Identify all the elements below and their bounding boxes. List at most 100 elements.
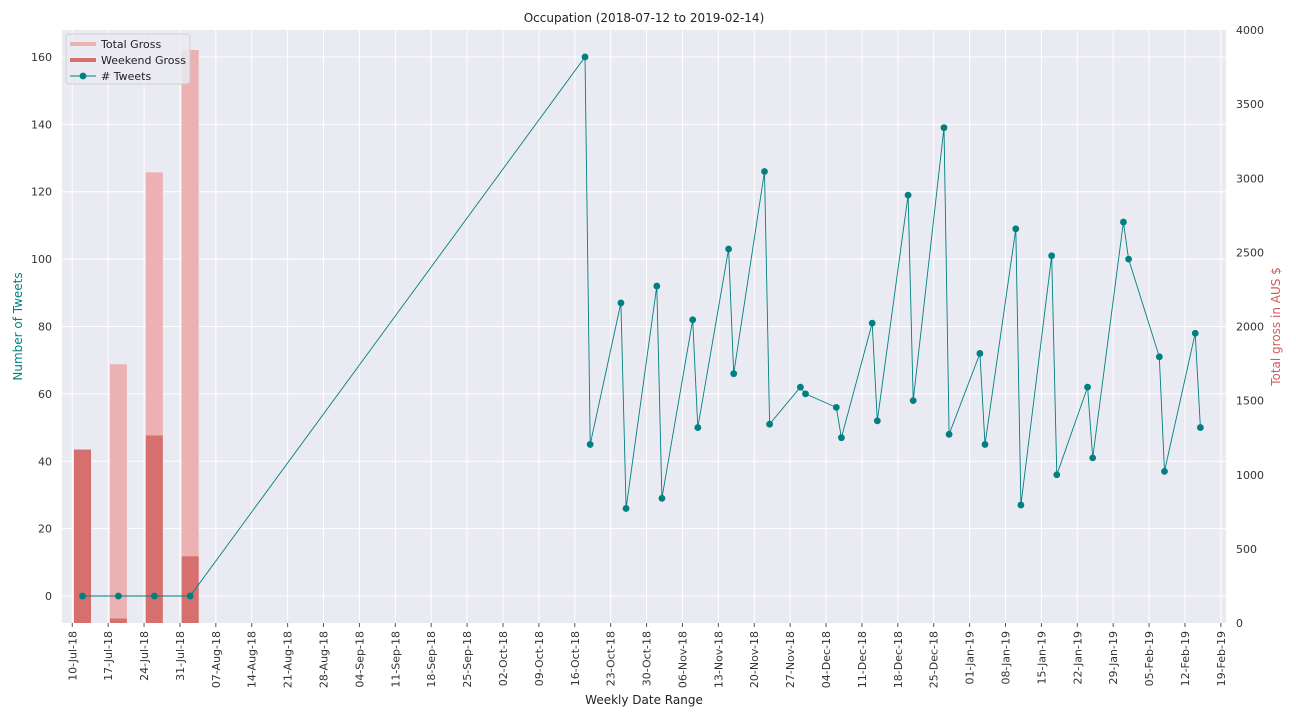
x-tick-label: 25-Sep-18 (461, 631, 474, 688)
tweet-point (1120, 218, 1127, 226)
x-tick-label: 16-Oct-18 (569, 631, 582, 686)
y-left-tick-label: 40 (38, 455, 52, 468)
tweet-point (622, 505, 630, 512)
weekend-gross-bar (181, 556, 199, 623)
weekend-gross-bar (74, 449, 92, 623)
tweet-point (909, 397, 917, 405)
tweet-point (976, 350, 984, 357)
total-gross-bar (181, 50, 199, 624)
legend-marker (79, 72, 87, 80)
legend-label: Weekend Gross (101, 54, 186, 67)
y-right-axis-label: Total gross in AUS $ (1269, 267, 1283, 387)
tweet-point (150, 592, 158, 600)
x-tick-label: 14-Aug-18 (246, 631, 259, 688)
tweet-point (1191, 329, 1199, 337)
x-tick-label: 04-Sep-18 (353, 631, 366, 688)
x-tick-label: 18-Dec-18 (892, 631, 905, 688)
tweet-point (79, 592, 86, 600)
tweets-series (79, 53, 1204, 600)
y-right-tick-label: 2500 (1236, 246, 1264, 259)
x-tick-label: 31-Jul-18 (174, 631, 187, 681)
legend-box (65, 33, 191, 85)
x-tick-label: 02-Oct-18 (497, 631, 510, 686)
x-tick-label: 24-Jul-18 (138, 631, 151, 681)
y-right-tick-label: 3500 (1236, 98, 1264, 111)
tweet-point (796, 383, 804, 391)
tweet-point (1125, 255, 1132, 263)
tweets-line (82, 55, 1201, 597)
tweet-point (658, 494, 666, 502)
tweet-point (802, 390, 809, 398)
x-tick-label: 22-Jan-19 (1071, 631, 1084, 685)
y-left-tick-label: 120 (31, 186, 52, 199)
x-tick-label: 28-Aug-18 (318, 631, 331, 688)
x-tick-label: 08-Jan-19 (1000, 631, 1013, 685)
tweet-point (766, 420, 774, 428)
tweet-point (186, 592, 194, 600)
tweet-point (1161, 467, 1168, 475)
x-tick-label: 01-Jan-19 (964, 631, 977, 685)
tweet-point (761, 168, 768, 175)
y-left-tick-label: 20 (38, 523, 52, 536)
x-tick-label: 11-Sep-18 (389, 631, 402, 688)
tweet-point (1012, 225, 1020, 233)
tweet-point (730, 370, 738, 378)
x-tick-label: 30-Oct-18 (641, 631, 654, 686)
tweet-point (904, 191, 912, 199)
x-tick-label: 20-Nov-18 (748, 631, 761, 688)
tweet-point (838, 434, 845, 442)
total-gross-bar (109, 364, 127, 623)
tweet-point (653, 282, 661, 290)
x-tick-label: 25-Dec-18 (928, 631, 941, 688)
tweet-point (689, 316, 697, 324)
x-tick-label: 09-Oct-18 (533, 631, 546, 686)
y-right-tick-label: 1000 (1236, 469, 1264, 482)
x-tick-label: 04-Dec-18 (820, 631, 833, 688)
x-tick-label: 10-Jul-18 (66, 631, 79, 681)
x-tick-label: 17-Jul-18 (102, 631, 115, 681)
tweet-point (1155, 353, 1163, 361)
y-left-axis-label: Number of Tweets (11, 272, 25, 380)
y-right-tick-label: 1500 (1236, 395, 1264, 408)
legend-label: Total Gross (100, 38, 161, 51)
tweet-point (1084, 383, 1091, 391)
y-left-tick-label: 100 (31, 253, 52, 266)
axes: 10-Jul-18 17-Jul-18 24-Jul-18 31-Jul-18 07-A… (31, 24, 1264, 688)
chart-title: Occupation (2018-07-12 to 2019-02-14) (524, 11, 765, 25)
x-tick-label: 18-Sep-18 (425, 631, 438, 688)
gross-bars (74, 50, 199, 624)
tweet-point (981, 441, 989, 448)
y-left-tick-label: 0 (45, 590, 52, 603)
y-left-tick-label: 80 (38, 321, 52, 334)
x-tick-label: 05-Feb-19 (1143, 631, 1156, 686)
tweet-point (1089, 454, 1097, 462)
tweet-point (115, 592, 122, 600)
x-tick-label: 29-Jan-19 (1107, 631, 1120, 685)
grid-lines (62, 30, 1226, 623)
y-left-tick-label: 60 (38, 388, 52, 401)
y-right-tick-label: 2000 (1236, 321, 1264, 334)
y-left-tick-label: 140 (31, 118, 52, 131)
tweet-point (586, 441, 594, 448)
tweet-point (694, 424, 702, 431)
y-left-tick-label: 160 (31, 51, 52, 64)
x-tick-label: 07-Aug-18 (210, 631, 223, 688)
y-right-tick-label: 4000 (1236, 24, 1264, 37)
tweet-point (945, 430, 953, 438)
tweet-point (873, 417, 881, 425)
tweet-point (1017, 501, 1025, 509)
x-tick-label: 21-Aug-18 (282, 631, 295, 688)
tweet-point (1048, 252, 1056, 260)
x-tick-label: 15-Jan-19 (1035, 631, 1048, 685)
y-right-tick-label: 0 (1236, 617, 1243, 630)
tweet-point (1196, 424, 1204, 431)
y-right-tick-label: 3000 (1236, 172, 1264, 185)
x-tick-label: 12-Feb-19 (1179, 631, 1192, 686)
weekend-gross-bar (145, 435, 163, 623)
tweet-point (832, 403, 840, 411)
legend: Total Gross Weekend Gross # Tweets (65, 33, 191, 85)
tweet-point (1053, 471, 1061, 479)
x-axis-label: Weekly Date Range (585, 693, 703, 707)
